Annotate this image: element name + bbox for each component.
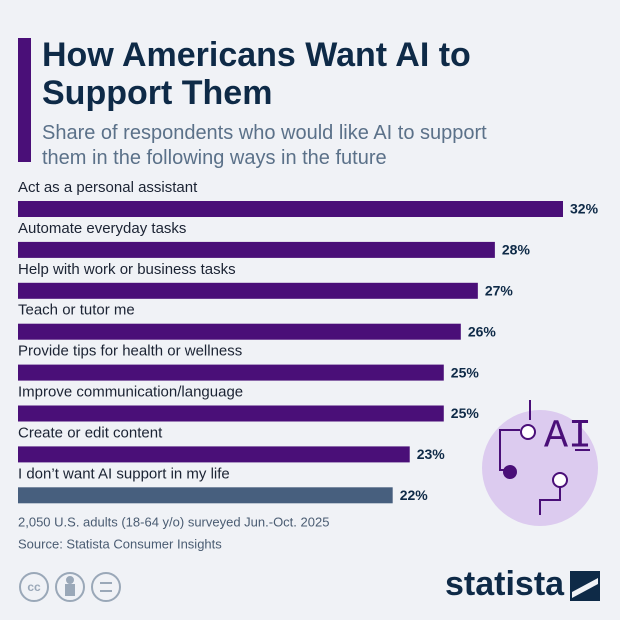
brand: statista — [445, 565, 565, 603]
bar — [18, 201, 563, 217]
bar — [18, 282, 478, 299]
value-label: 22% — [400, 487, 429, 503]
bar — [18, 446, 410, 463]
category-label: Create or edit content — [18, 424, 163, 441]
category-label: Improve communication/language — [18, 383, 243, 400]
value-label: 25% — [451, 364, 480, 380]
value-label: 23% — [417, 446, 446, 462]
title-accent — [18, 38, 31, 162]
bar — [18, 405, 444, 422]
illustration-label: AI — [544, 415, 592, 460]
value-label: 32% — [570, 201, 599, 217]
value-label: 27% — [485, 283, 514, 299]
license-label: cc — [27, 580, 41, 594]
value-label: 25% — [451, 405, 480, 421]
note: 2,050 U.S. adults (18-64 y/o) surveyed J… — [18, 514, 329, 529]
brand-logo — [570, 571, 600, 601]
bar — [18, 323, 461, 340]
category-label: Act as a personal assistant — [18, 179, 198, 196]
bar — [18, 241, 495, 258]
value-label: 28% — [502, 242, 531, 258]
category-label: Help with work or business tasks — [18, 261, 236, 278]
value-label: 26% — [468, 323, 497, 339]
chart-subtitle: Share of respondents who would like AI t… — [42, 122, 487, 169]
illustration: AI — [482, 400, 598, 526]
category-label: Provide tips for health or wellness — [18, 343, 242, 360]
category-label: Automate everyday tasks — [18, 220, 186, 237]
source: Source: Statista Consumer Insights — [18, 536, 222, 551]
license-icons — [19, 572, 121, 602]
category-label: I don’t want AI support in my life — [18, 465, 230, 482]
chart-title: How Americans Want AI to Support Them — [42, 36, 471, 112]
bar — [18, 487, 393, 504]
category-label: Teach or tutor me — [18, 302, 135, 319]
bar — [18, 364, 444, 381]
